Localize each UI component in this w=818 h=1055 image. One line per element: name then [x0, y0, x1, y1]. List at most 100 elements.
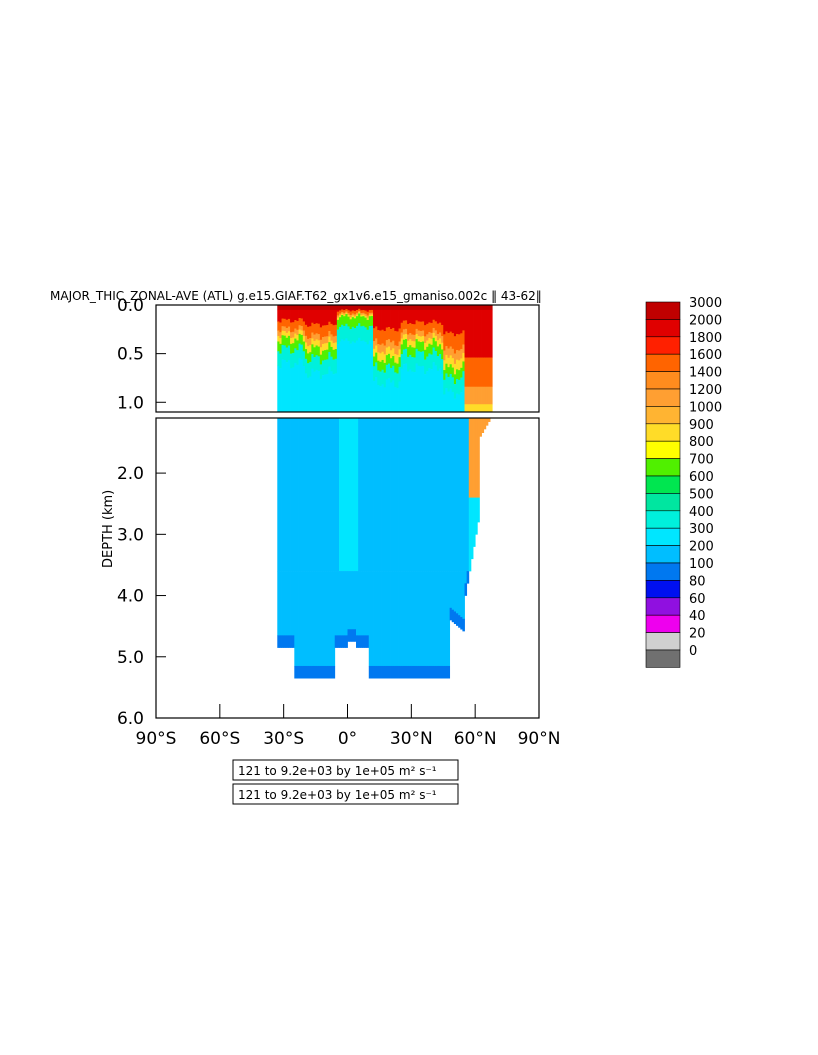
colorbar-swatch: [645, 649, 681, 668]
colorbar-level-label: 900: [689, 418, 714, 433]
field-cell: [473, 497, 476, 547]
field-cell: [345, 338, 348, 413]
field-cell: [338, 313, 342, 316]
field-cell: [460, 571, 463, 618]
field-cell: [424, 309, 427, 326]
field-cell: [345, 312, 348, 315]
field-cell: [462, 344, 465, 354]
field-cell: [324, 309, 327, 326]
field-cell: [328, 665, 331, 679]
y-axis-label: DEPTH (km): [101, 490, 116, 568]
field-cell: [328, 366, 331, 413]
field-cell: [313, 371, 316, 413]
field-cell: [421, 351, 425, 367]
field-cell: [373, 305, 376, 311]
field-cell: [324, 343, 327, 351]
field-cell: [438, 305, 442, 311]
field-cell: [430, 665, 434, 679]
field-cell: [351, 309, 355, 311]
field-cell: [379, 361, 382, 372]
field-cell: [366, 311, 370, 316]
field-cell: [283, 418, 287, 572]
field-cell: [485, 305, 489, 311]
field-cell: [362, 314, 365, 317]
field-cell: [415, 305, 419, 311]
field-cell: [326, 305, 329, 311]
field-cell: [447, 665, 451, 679]
colorbar-swatch: [645, 406, 681, 425]
field-cell: [424, 374, 427, 413]
field-cell: [483, 309, 487, 358]
field-cell: [421, 305, 425, 311]
field-cell: [347, 571, 351, 630]
field-cell: [287, 345, 291, 361]
field-cell: [304, 665, 308, 679]
field-cell: [375, 326, 378, 339]
field-cell: [417, 418, 421, 572]
field-cell: [390, 328, 393, 343]
field-cell: [330, 665, 334, 679]
field-cell: [392, 365, 395, 381]
field-cell: [387, 378, 391, 413]
field-cell: [466, 404, 470, 413]
field-cell: [426, 346, 429, 357]
field-cell: [356, 314, 359, 317]
field-cell: [283, 309, 287, 320]
field-cell: [292, 305, 295, 311]
field-cell: [287, 318, 291, 327]
field-cell: [485, 357, 489, 388]
field-cell: [390, 358, 393, 369]
field-cell: [292, 322, 295, 333]
field-cell: [394, 386, 397, 413]
field-cell: [456, 309, 459, 335]
field-cell: [404, 418, 408, 572]
field-cell: [364, 313, 368, 316]
field-cell: [456, 418, 459, 572]
field-cell: [298, 309, 302, 319]
field-cell: [462, 571, 465, 620]
field-cell: [298, 418, 302, 572]
field-cell: [417, 330, 421, 337]
field-cell: [332, 665, 336, 679]
field-cell: [402, 309, 406, 321]
field-cell: [298, 665, 302, 679]
field-cell: [349, 343, 353, 413]
field-cell: [290, 322, 293, 333]
field-cell: [390, 571, 393, 667]
field-cell: [343, 418, 346, 572]
field-cell: [377, 330, 380, 345]
field-cell: [315, 333, 319, 340]
field-cell: [430, 309, 434, 324]
field-cell: [396, 665, 399, 679]
field-cell: [279, 309, 282, 323]
field-cell: [332, 349, 336, 360]
field-cell: [430, 305, 434, 311]
field-cell: [356, 316, 359, 327]
field-cell: [424, 665, 427, 679]
field-cell: [315, 323, 319, 334]
field-cell: [396, 354, 399, 364]
field-cell: [424, 571, 427, 667]
field-cell: [387, 305, 391, 311]
field-cell: [447, 305, 451, 311]
field-cell: [319, 327, 323, 341]
field-cell: [460, 392, 463, 413]
field-cell: [430, 322, 434, 334]
field-cell: [321, 325, 325, 338]
field-cell: [362, 325, 365, 341]
field-cell: [407, 356, 410, 372]
field-cell: [475, 497, 478, 535]
field-cell: [434, 571, 438, 667]
field-cell: [487, 309, 491, 358]
field-cell: [436, 309, 440, 324]
field-cell: [309, 305, 312, 311]
field-cell: [477, 305, 480, 311]
field-cell: [287, 305, 291, 311]
field-cell: [292, 635, 295, 648]
field-cell: [285, 337, 289, 348]
field-cell: [315, 345, 319, 356]
field-cell: [330, 346, 334, 357]
field-cell: [426, 571, 429, 667]
colorbar-level-label: 2000: [689, 313, 722, 328]
field-cell: [430, 354, 434, 370]
